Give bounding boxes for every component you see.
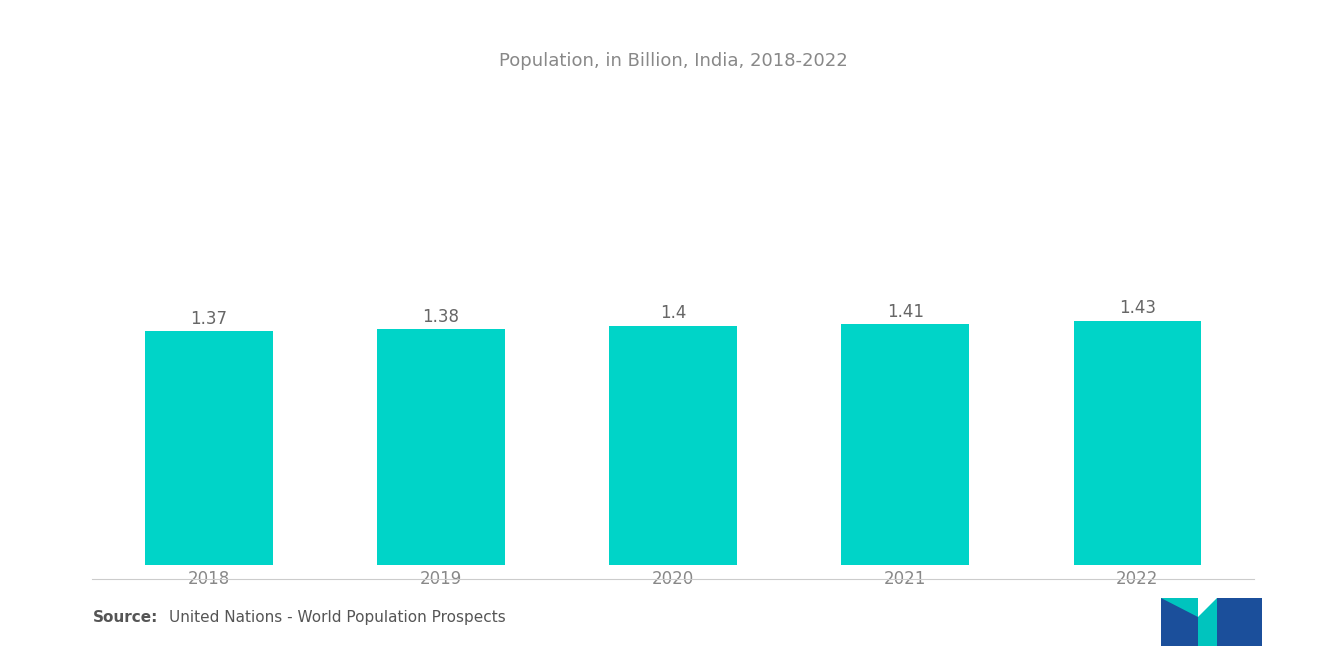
Polygon shape [1160, 597, 1197, 646]
Polygon shape [1197, 597, 1217, 646]
Text: United Nations - World Population Prospects: United Nations - World Population Prospe… [169, 610, 506, 625]
Text: Source:: Source: [92, 610, 158, 625]
Text: 1.37: 1.37 [190, 310, 227, 328]
Text: 1.41: 1.41 [887, 303, 924, 321]
Bar [378, 329, 506, 565]
Bar [1073, 321, 1201, 565]
Text: 1.38: 1.38 [422, 308, 459, 326]
Bar [145, 331, 273, 565]
Bar [610, 326, 737, 565]
Polygon shape [1160, 597, 1197, 617]
Polygon shape [1217, 597, 1262, 646]
Title: Population, in Billion, India, 2018-2022: Population, in Billion, India, 2018-2022 [499, 52, 847, 70]
Text: 1.43: 1.43 [1119, 299, 1156, 317]
Bar [841, 324, 969, 565]
Text: 1.4: 1.4 [660, 305, 686, 323]
